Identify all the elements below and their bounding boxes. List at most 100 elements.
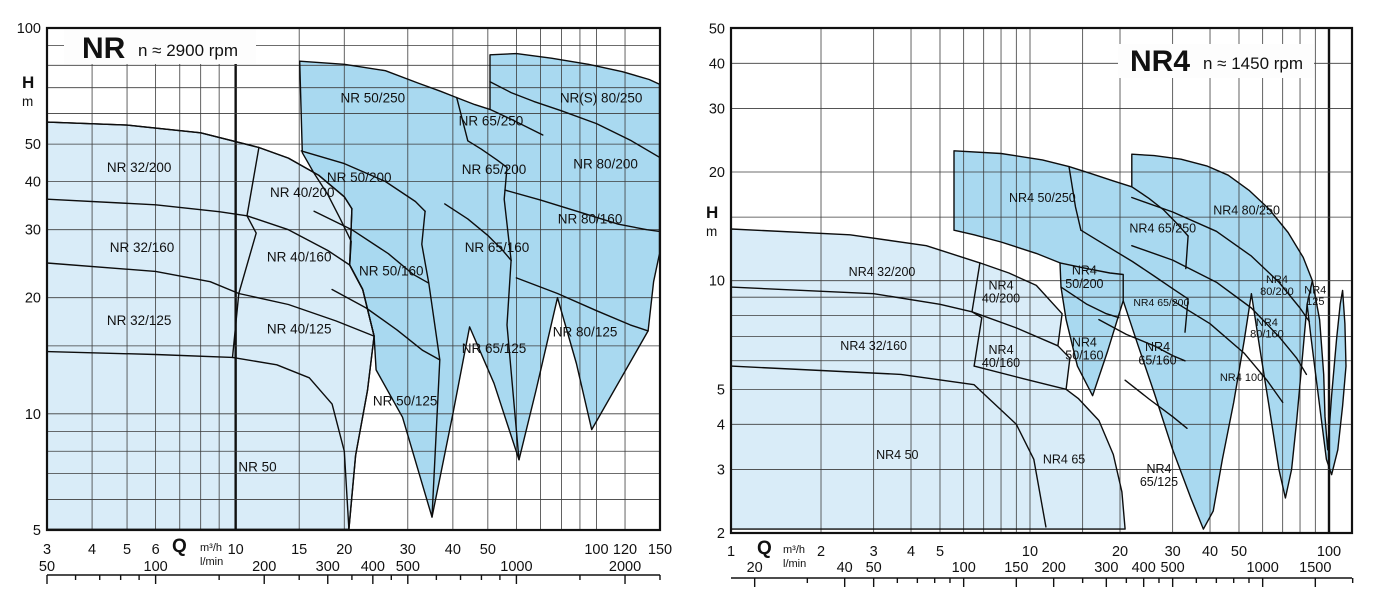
region-label-7: NR 50/250 — [341, 90, 406, 105]
lmin-tick-200: 200 — [252, 559, 276, 575]
x-tick-3: 3 — [870, 544, 878, 560]
lmin-ruler-nr — [46, 574, 661, 584]
title-box — [1118, 44, 1314, 78]
x-tick-10: 10 — [1022, 544, 1038, 560]
x-tick-1: 1 — [727, 544, 735, 560]
y-tick-50: 50 — [25, 137, 41, 153]
x-axis-unit-m3h: m³/h — [200, 542, 222, 554]
lmin-tick-100: 100 — [144, 559, 168, 575]
boundary-curve-nr-16 — [489, 81, 661, 158]
region-label-12: NR4 65/125 — [1140, 462, 1178, 489]
x-axis-unit-lmin: l/min — [783, 558, 806, 570]
region-label-13: NR 65/160 — [465, 240, 530, 255]
boundary-curve-nr-15 — [489, 108, 544, 136]
boundary-curve-nr-20 — [506, 259, 520, 461]
y-tick-40: 40 — [25, 174, 41, 190]
region-label-3: NR 40/200 — [270, 185, 335, 200]
boundary-curve-nr4-12 — [1124, 379, 1188, 429]
region-label-14: NR 65/125 — [462, 341, 527, 356]
region-label-17: NR4 125 — [1304, 284, 1326, 308]
nr4-dark-families-outline — [953, 150, 1347, 530]
region-label-10: NR 50/125 — [373, 394, 438, 409]
lmin-tick-50: 50 — [866, 560, 882, 576]
y-axis-title: H — [706, 203, 718, 222]
y-tick-20: 20 — [709, 165, 725, 181]
plot-frame — [45, 26, 662, 532]
boundary-curve-nr-13 — [431, 359, 441, 518]
boundary-curve-nr-19 — [444, 203, 512, 261]
x-tick-30: 30 — [1165, 544, 1181, 560]
y-tick-4: 4 — [717, 417, 725, 433]
x-axis-unit-m3h: m³/h — [783, 544, 805, 556]
x-tick-20: 20 — [336, 542, 352, 558]
curves-nr4 — [730, 150, 1347, 530]
region-label-5: NR4 65 — [1043, 453, 1085, 467]
y-axis-unit: m — [706, 224, 717, 239]
y-tick-5: 5 — [33, 523, 41, 539]
region-label-2: NR 32/125 — [107, 313, 172, 328]
region-label-2: NR4 40/200 — [982, 278, 1020, 305]
chart-subtitle: n ≈ 2900 rpm — [138, 41, 238, 60]
region-label-15: NR(S) 80/250 — [560, 90, 643, 105]
x-tick-10: 10 — [228, 542, 244, 558]
boundary-curve-nr4-5 — [1068, 165, 1082, 231]
lmin-tick-2000: 2000 — [609, 559, 641, 575]
nr4-light-families-fill — [731, 229, 1126, 530]
boundary-curve-nr-4 — [46, 262, 240, 295]
x-tick-2: 2 — [817, 544, 825, 560]
x-tick-4: 4 — [907, 544, 915, 560]
lmin-tick-1000: 1000 — [500, 559, 532, 575]
region-label-15: NR4 80/160 — [1250, 317, 1284, 341]
y-axis-title: H — [22, 73, 34, 92]
region-label-12: NR 65/200 — [462, 162, 527, 177]
chart-title: NR4 — [1130, 45, 1190, 78]
region-label-8: NR4 50/160 — [1065, 335, 1103, 362]
boundary-curve-nr-6 — [46, 350, 350, 530]
x-tick-5: 5 — [936, 544, 944, 560]
boundary-curve-nr-9 — [300, 150, 426, 212]
lmin-ruler-nr4 — [731, 577, 1354, 587]
x-tick-3: 3 — [43, 542, 51, 558]
boundary-curve-nr-8 — [348, 208, 375, 530]
boundary-curve-nr-2 — [46, 198, 248, 217]
x-tick-40: 40 — [1202, 544, 1218, 560]
y-tick-2: 2 — [717, 526, 725, 542]
nr-light-families-fill — [47, 122, 375, 530]
x-tick-120: 120 — [613, 542, 637, 558]
region-label-8: NR 50/200 — [327, 170, 392, 185]
region-label-5: NR 40/125 — [267, 322, 332, 337]
boundary-curve-nr4-3 — [971, 311, 1059, 347]
boundary-curve-nr-22 — [515, 277, 649, 332]
boundary-curve-nr4-11 — [1098, 318, 1186, 362]
x-tick-100: 100 — [584, 542, 608, 558]
region-label-1: NR4 32/160 — [840, 339, 907, 353]
region-label-0: NR 32/200 — [107, 160, 172, 175]
lmin-tick-200: 200 — [1042, 560, 1066, 576]
lmin-tick-1500: 1500 — [1299, 560, 1331, 576]
region-label-9: NR4 65/250 — [1129, 221, 1196, 235]
chart-nr4: NR4 n ≈ 1450 rpm NR4 32/200 NR4 32/160 NR4 40… — [706, 21, 1354, 587]
y-tick-3: 3 — [717, 462, 725, 478]
x-tick-150: 150 — [648, 542, 672, 558]
boundary-curve-nr4-9 — [1185, 235, 1189, 270]
region-label-6: NR 50 — [238, 459, 276, 474]
boundary-curve-nr4-10 — [1184, 298, 1189, 333]
region-label-1: NR 32/160 — [110, 240, 175, 255]
region-label-6: NR4 50/250 — [1009, 191, 1076, 205]
y-tick-5: 5 — [717, 382, 725, 398]
lmin-tick-50: 50 — [39, 559, 55, 575]
lmin-tick-300: 300 — [1094, 560, 1118, 576]
x-tick-15: 15 — [291, 542, 307, 558]
lmin-tick-1000: 1000 — [1247, 560, 1279, 576]
boundary-curve-nr-3 — [246, 215, 351, 266]
lmin-tick-100: 100 — [952, 560, 976, 576]
x-tick-50: 50 — [1231, 544, 1247, 560]
chart-subtitle: n ≈ 1450 rpm — [1203, 54, 1303, 73]
y-tick-30: 30 — [709, 101, 725, 117]
curves-nr — [46, 52, 661, 530]
boundary-curve-nr-10 — [421, 210, 441, 361]
boundary-curve-nr-17 — [467, 140, 508, 169]
x-tick-20: 20 — [1112, 544, 1128, 560]
